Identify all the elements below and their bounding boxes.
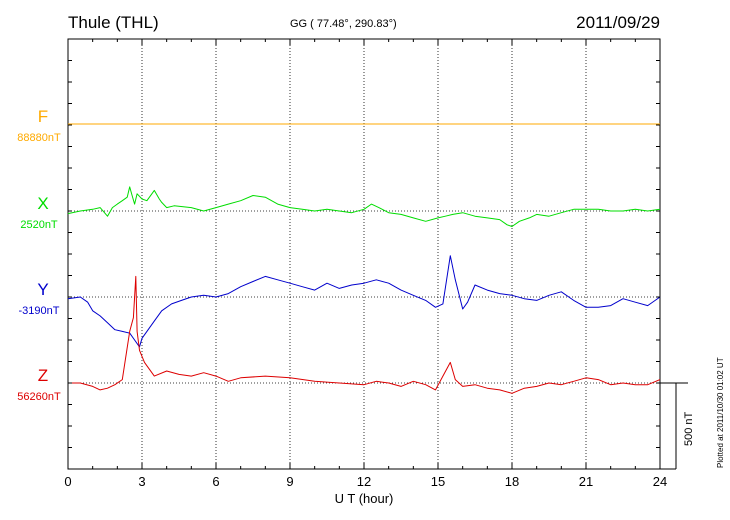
series-line-x bbox=[67, 186, 661, 227]
x-tick-label: 3 bbox=[138, 474, 145, 489]
series-line-z bbox=[68, 275, 661, 394]
scale-bar-label: 500 nT bbox=[683, 411, 695, 446]
coordinates-label: GG ( 77.48°, 290.83°) bbox=[290, 18, 397, 30]
channel-baseline-f: 88880nT bbox=[17, 132, 61, 144]
channel-letter-z: Z bbox=[38, 366, 48, 385]
x-tick-label: 21 bbox=[579, 474, 593, 489]
scale-bar: 500 nT bbox=[660, 382, 695, 470]
channel-letter-f: F bbox=[38, 107, 48, 126]
x-axis-ticks bbox=[67, 38, 661, 470]
x-tick-label: 24 bbox=[653, 474, 667, 489]
x-tick-label: 15 bbox=[431, 474, 445, 489]
date-label: 2011/09/29 bbox=[576, 13, 660, 32]
channel-baseline-x: 2520nT bbox=[20, 219, 58, 231]
channel-baseline-y: -3190nT bbox=[19, 305, 60, 317]
series-lines bbox=[67, 123, 661, 394]
channel-labels: F 88880nT X 2520nT Y -3190nT Z 56260nT bbox=[17, 107, 61, 403]
x-tick-label: 6 bbox=[212, 474, 219, 489]
x-tick-label: 12 bbox=[357, 474, 371, 489]
x-axis-tick-labels: 0 3 6 9 12 15 18 21 24 bbox=[64, 474, 667, 489]
x-tick-label: 18 bbox=[505, 474, 519, 489]
plotted-timestamp: Plotted at 2011/10/30 01:02 UT bbox=[716, 357, 725, 468]
channel-letter-y: Y bbox=[37, 280, 48, 299]
plot-frame bbox=[67, 38, 661, 470]
grid bbox=[141, 39, 587, 469]
station-title: Thule (THL) bbox=[68, 13, 159, 32]
x-tick-label: 9 bbox=[286, 474, 293, 489]
x-axis-label: U T (hour) bbox=[335, 491, 394, 506]
channel-baseline-z: 56260nT bbox=[17, 391, 61, 403]
series-line-y bbox=[67, 255, 661, 348]
x-tick-label: 0 bbox=[64, 474, 71, 489]
channel-letter-x: X bbox=[37, 194, 48, 213]
